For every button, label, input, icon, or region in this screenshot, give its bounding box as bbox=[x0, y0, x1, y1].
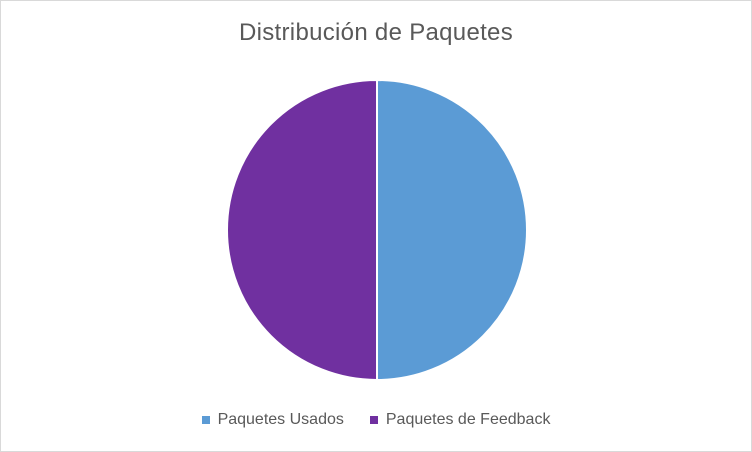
chart-title: Distribución de Paquetes bbox=[238, 19, 514, 46]
legend-swatch-usados bbox=[201, 416, 210, 424]
pie-slice-usados bbox=[376, 78, 528, 382]
pie-slice-feedback bbox=[226, 78, 378, 382]
legend-label-feedback: Paquetes de Feedback bbox=[385, 411, 551, 428]
legend: Paquetes Usados Paquetes de Feedback bbox=[1, 411, 751, 429]
legend-item-feedback: Paquetes de Feedback bbox=[369, 411, 551, 429]
legend-item-usados: Paquetes Usados bbox=[201, 411, 344, 429]
legend-swatch-feedback bbox=[369, 416, 378, 424]
legend-label-usados: Paquetes Usados bbox=[217, 411, 344, 428]
